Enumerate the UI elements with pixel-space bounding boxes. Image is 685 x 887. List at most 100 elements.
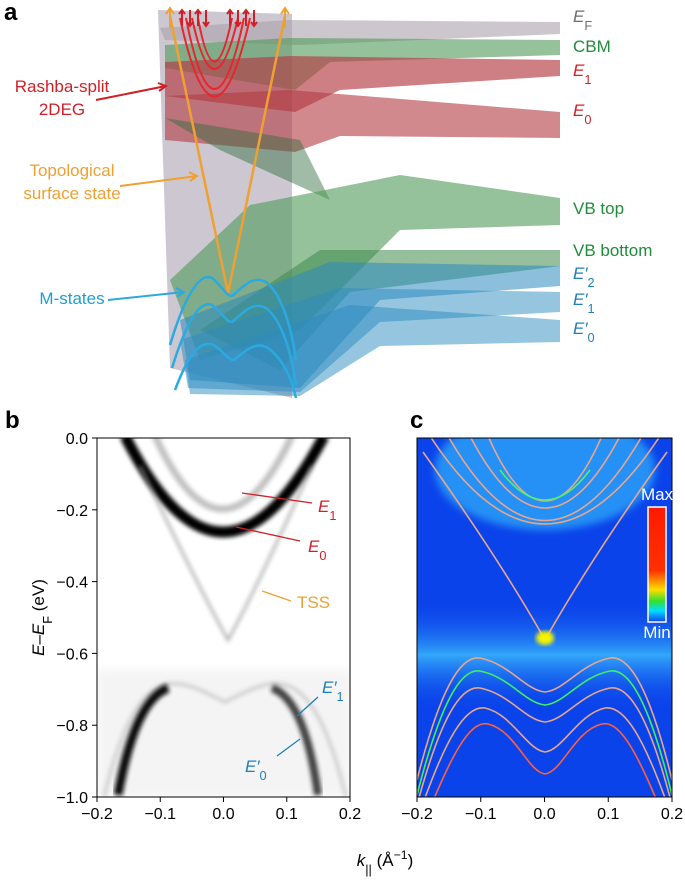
text-segment: −1 (394, 848, 408, 862)
panel-letter: a (4, 0, 18, 26)
band (170, 303, 298, 386)
x-tick-label: 0.2 (339, 806, 361, 823)
sheet-label: EF (573, 7, 592, 33)
text-segment: 2 (588, 275, 595, 290)
text-segment: E (29, 623, 48, 635)
band-label: surface state (23, 184, 120, 203)
sheet-label: VB bottom (573, 241, 652, 260)
colorbar-min: Min (643, 623, 670, 642)
band (185, 17, 245, 90)
sheet-label: CBM (573, 37, 611, 56)
ef-sheet (160, 20, 560, 45)
annotation: E′1 (322, 678, 344, 704)
annotation: E′0 (245, 757, 267, 783)
text-segment: – (29, 635, 48, 645)
band-label: Rashba-split (15, 77, 110, 96)
annotation-line (296, 696, 319, 717)
band (417, 657, 672, 781)
panel-c-image (417, 438, 672, 797)
sheet-label: E′0 (573, 319, 595, 345)
text-segment: F (40, 616, 55, 624)
band (424, 707, 666, 797)
text-segment: 0 (319, 548, 326, 563)
y-tick-label: −0.6 (56, 646, 88, 663)
arrow (119, 171, 199, 187)
band (430, 438, 660, 525)
e0-sheet (165, 90, 560, 152)
colorbar-max: Max (641, 485, 674, 504)
panel-b-image (97, 438, 350, 797)
m-bands (417, 657, 672, 797)
text-segment: VB top (573, 199, 624, 218)
text-segment: 0 (588, 330, 595, 345)
m-band (102, 682, 348, 797)
arrow (280, 6, 290, 28)
x-tick-label: 0.2 (661, 806, 683, 823)
y-axis-label: E–EF (eV) (29, 579, 55, 656)
y-tick-label: −1.0 (56, 790, 88, 807)
x-tick-label: −0.1 (144, 806, 176, 823)
text-segment: E′ (245, 757, 260, 776)
panel-letter: c (410, 407, 423, 434)
y-tick-label: 0.0 (66, 431, 88, 448)
band (417, 670, 672, 796)
band (470, 438, 620, 509)
text-segment: 0 (260, 768, 267, 783)
y-tick-label: −0.4 (56, 575, 88, 592)
e1-band (152, 438, 295, 513)
x-tick-label: 0.0 (212, 806, 234, 823)
text-segment: E′ (573, 319, 588, 338)
sheet-label: E′2 (573, 264, 595, 290)
m-band-left (113, 683, 170, 796)
annotation: E1 (318, 497, 336, 523)
text-segment: E (308, 537, 320, 556)
text-segment: 0 (584, 112, 591, 127)
text-segment: E (573, 7, 585, 26)
text-segment: (Å (372, 851, 394, 870)
panel-a-schematic (95, 6, 560, 399)
annotation: TSS (297, 593, 330, 612)
annotation-line (276, 738, 301, 757)
x-axis-label: k|| (Å−1) (357, 848, 413, 877)
band (499, 469, 591, 501)
text-segment: E′ (573, 264, 588, 283)
rashba-bands (179, 17, 251, 98)
text-segment: E (573, 61, 585, 80)
e0-band (120, 438, 329, 538)
x-tick-label: 0.0 (533, 806, 555, 823)
x-tick-label: 0.1 (276, 806, 298, 823)
band-label: 2DEG (39, 100, 85, 119)
bulk-continuum (417, 600, 672, 710)
colorbar (647, 506, 667, 623)
text-segment: E (29, 644, 48, 656)
band (197, 17, 233, 63)
band (418, 687, 671, 797)
e0p-sheet (185, 305, 560, 396)
dirac-point (536, 631, 554, 645)
annotation-line (261, 590, 292, 602)
rashba-bands (430, 438, 660, 525)
text-segment: || (365, 862, 372, 877)
arrow (107, 287, 186, 301)
x-tick-label: −0.2 (81, 806, 113, 823)
sheet-label: E0 (573, 101, 591, 127)
annotation-line (235, 526, 301, 542)
sheet-label: E′1 (573, 290, 595, 316)
tss-band (138, 465, 314, 644)
annotation: E0 (308, 537, 326, 563)
band (168, 275, 298, 361)
text-segment: k (357, 851, 367, 870)
text-segment: CBM (573, 37, 611, 56)
text-segment: 1 (588, 301, 595, 316)
arrow (165, 6, 175, 28)
text-segment: 1 (584, 72, 591, 87)
annotation-line (241, 492, 313, 504)
pointer-arrows (95, 82, 199, 301)
arrow (95, 82, 169, 101)
x-tick-label: −0.1 (465, 806, 497, 823)
text-segment: (eV) (29, 579, 48, 616)
text-segment: 1 (337, 689, 344, 704)
text-segment: TSS (297, 593, 330, 612)
band (433, 723, 657, 797)
